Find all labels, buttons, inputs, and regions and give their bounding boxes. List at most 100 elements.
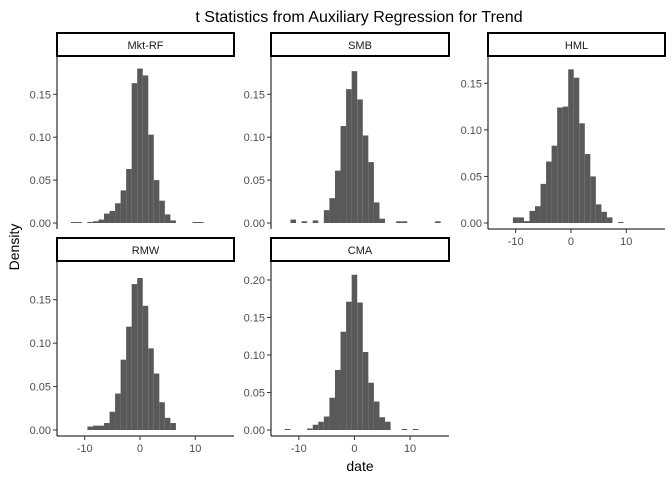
x-tick-label: 10 (404, 443, 416, 455)
histogram-bar (153, 373, 160, 430)
histogram-bar (301, 221, 308, 223)
histogram-bar (159, 200, 165, 223)
histogram-bar (109, 210, 116, 223)
y-tick-label: 0.00 (244, 425, 265, 437)
histogram-bar (340, 331, 347, 430)
histogram-bar (312, 220, 319, 223)
y-tick-label: 0.00 (30, 218, 51, 230)
histogram-bar (401, 429, 408, 430)
histogram-bar (346, 89, 352, 223)
histogram-bar (590, 176, 596, 223)
chart-title: t Statistics from Auxiliary Regression f… (195, 9, 522, 26)
histogram-bar (87, 426, 93, 430)
histogram-bar (131, 284, 138, 430)
histogram-bar (573, 77, 580, 223)
histogram-bar (601, 211, 607, 223)
histogram-bar (351, 274, 358, 430)
histogram-bar (346, 301, 352, 430)
facet-strip (270, 237, 450, 262)
histogram-bar (373, 401, 380, 430)
x-tick-label: 0 (137, 443, 143, 455)
y-tick-label: 0.10 (244, 132, 265, 144)
y-tick-label: 0.00 (30, 425, 51, 437)
histogram-bar (595, 204, 602, 223)
histogram-bar (379, 218, 386, 223)
histogram-bar (115, 203, 121, 223)
histogram-bar (562, 106, 569, 223)
facet-strip (56, 237, 235, 262)
facet-strip-label: RMW (132, 245, 160, 257)
histogram-bar (396, 221, 402, 223)
histogram-bar (115, 393, 121, 430)
histogram-bar (362, 352, 369, 430)
y-tick-label: 0.20 (244, 275, 265, 287)
histogram-bar (290, 219, 297, 223)
histogram-bar (153, 180, 160, 223)
histogram-bar (109, 411, 116, 430)
histogram-bar (334, 170, 341, 223)
x-tick-label: 10 (189, 443, 201, 455)
histogram-bar (192, 222, 199, 223)
histogram-bar (87, 222, 93, 223)
y-tick-label: 0.15 (244, 89, 265, 101)
histogram-bar (334, 370, 341, 430)
y-tick-label: 0.05 (244, 388, 265, 400)
histogram-bar (284, 429, 291, 430)
histogram-bar (120, 359, 127, 430)
histogram-bar (379, 417, 386, 430)
histogram-bar (540, 183, 547, 223)
histogram-bar (584, 154, 591, 223)
histogram-bar (368, 162, 374, 223)
histogram-bar (148, 134, 154, 223)
histogram-bar (170, 423, 176, 430)
y-tick-label: 0.10 (30, 338, 51, 350)
histogram-bar (385, 421, 391, 430)
x-tick-label: -10 (508, 236, 524, 248)
histogram-bar (529, 210, 536, 223)
histogram-bar (362, 135, 369, 223)
histogram-bar (568, 69, 574, 223)
facet-panel-mkt-rf: Mkt-RF 0.00 0.05 0.10 0.15 (30, 32, 235, 230)
y-tick-label: 0.15 (30, 295, 51, 307)
histogram-bar (329, 397, 335, 430)
histogram-bar (142, 75, 149, 223)
histogram-bar (535, 206, 541, 223)
x-tick-label: 0 (351, 443, 357, 455)
x-tick-label: -10 (291, 443, 307, 455)
y-tick-label: 0.05 (30, 175, 51, 187)
histogram-bar (148, 348, 154, 430)
histogram-bar (412, 429, 419, 430)
histogram-bar (401, 221, 408, 223)
histogram-bar (435, 221, 441, 223)
y-tick-label: 0.15 (461, 78, 482, 90)
facet-strip (270, 32, 450, 57)
y-tick-label: 0.15 (30, 89, 51, 101)
facet-strip (487, 32, 666, 57)
y-tick-label: 0.00 (461, 218, 482, 230)
histogram-bar (323, 416, 330, 430)
facet-strip-label: Mkt-RF (127, 40, 163, 52)
histogram-bar (340, 126, 347, 223)
histogram-bar (318, 421, 324, 430)
histogram-bar (579, 123, 585, 223)
histogram-bar (357, 302, 363, 430)
histogram-bar (368, 382, 374, 430)
histogram-bar (98, 425, 105, 430)
histogram-bar (126, 326, 132, 430)
histogram-bar (323, 210, 330, 223)
histogram-bar (546, 161, 552, 223)
histogram-bar (606, 217, 613, 223)
facet-strip-label: CMA (348, 245, 373, 257)
y-axis-title: Density (6, 224, 22, 271)
histogram-bar (357, 99, 363, 223)
y-tick-label: 0.10 (461, 125, 482, 137)
histogram-bar (198, 222, 204, 223)
histogram-bar (329, 198, 335, 223)
histogram-bar (170, 220, 176, 223)
histogram-bar (617, 222, 624, 223)
histogram-bar (518, 217, 524, 223)
histogram-bar (137, 278, 143, 430)
histogram-bar (92, 425, 99, 430)
facet-panel-cma: CMA 0.00 0.05 0.10 0.15 0.20 -10 0 10 (244, 237, 450, 455)
